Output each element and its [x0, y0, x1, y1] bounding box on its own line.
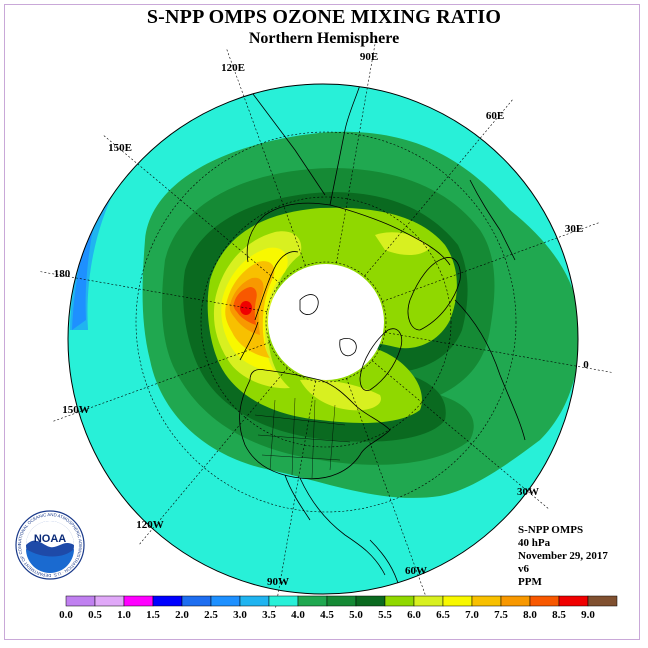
colorbar-tick-label: 6.5 — [436, 609, 450, 621]
colorbar-swatch — [384, 595, 415, 607]
info-block: S-NPP OMPS 40 hPa November 29, 2017 v6 P… — [518, 524, 608, 589]
colorbar-swatch — [94, 595, 125, 607]
longitude-label: 120E — [221, 62, 245, 74]
graticule — [135, 131, 517, 513]
colorbar-swatch — [558, 595, 589, 607]
colorbar-tick-label: 7.5 — [494, 609, 508, 621]
longitude-label: 60E — [486, 110, 504, 122]
longitude-label: 90W — [267, 576, 289, 588]
colorbar-tick-label: 3.0 — [233, 609, 247, 621]
colorbar-tick-label: 1.5 — [146, 609, 160, 621]
colorbar-tick-label: 2.5 — [204, 609, 218, 621]
ozone-field — [68, 84, 578, 594]
longitude-label: 30W — [517, 486, 539, 498]
colorbar-tick-label: 0.0 — [59, 609, 73, 621]
longitude-labels: 90E 60E 30E 0 30W 60W 90W 120W 150W 180 150E 120E — [54, 51, 590, 588]
colorbar-tick-label: 3.5 — [262, 609, 276, 621]
colorbar-tick-label: 4.5 — [320, 609, 334, 621]
colorbar-tick-label: 1.0 — [117, 609, 131, 621]
colorbar-swatch — [239, 595, 270, 607]
colorbar-tick-label: 9.0 — [581, 609, 595, 621]
colorbar-swatch — [297, 595, 328, 607]
longitude-label: 60W — [405, 565, 427, 577]
longitude-label: 30E — [565, 223, 583, 235]
colorbar-labels: 0.0 0.5 1.0 1.5 2.0 2.5 3.0 3.5 4.0 4.5 5.0 5.5 6.0 6… — [59, 609, 595, 621]
colorbar-tick-label: 8.5 — [552, 609, 566, 621]
colorbar-tick-label: 2.0 — [175, 609, 189, 621]
colorbar-swatch — [529, 595, 560, 607]
noaa-logo: NOAA NATIONAL OCEANIC AND ATMOSPHERIC AD… — [15, 510, 85, 580]
colorbar-swatch — [326, 595, 357, 607]
info-date: November 29, 2017 — [518, 550, 608, 562]
map-subtitle: Northern Hemisphere — [248, 30, 400, 47]
colorbar-swatch — [500, 595, 531, 607]
colorbar-swatch — [413, 595, 444, 607]
coastlines — [239, 84, 526, 591]
colorbar-swatch — [181, 595, 212, 607]
state-borders — [254, 397, 351, 479]
colorbar-swatch — [587, 595, 618, 607]
longitude-label: 120W — [136, 519, 164, 531]
info-level: 40 hPa — [518, 537, 551, 549]
colorbar-tick-label: 8.0 — [523, 609, 537, 621]
colorbar-swatch — [471, 595, 502, 607]
colorbar-swatch — [152, 595, 183, 607]
map-title: S-NPP OMPS OZONE MIXING RATIO — [146, 6, 502, 28]
polar-night-nodata — [268, 264, 384, 380]
map-boundary — [67, 83, 579, 595]
longitude-label: 0 — [583, 359, 589, 371]
info-version: v6 — [518, 563, 529, 575]
lat-circle-30 — [135, 131, 517, 513]
colorbar-tick-label: 5.0 — [349, 609, 363, 621]
field-2p5 — [72, 205, 98, 330]
info-instrument: S-NPP OMPS — [518, 524, 584, 536]
longitude-label: 150E — [108, 142, 132, 154]
lat-circle-50 — [200, 196, 452, 448]
colorbar-tick-label: 7.0 — [465, 609, 479, 621]
colorbar-swatch — [210, 595, 241, 607]
colorbar-tick-label: 5.5 — [378, 609, 392, 621]
logo-seagull-icon — [26, 521, 74, 548]
longitude-label: 90E — [360, 51, 378, 63]
field-6p0-b — [300, 379, 381, 411]
longitude-label: 150W — [62, 404, 90, 416]
colorbar-swatch — [123, 595, 154, 607]
colorbar-tick-label: 0.5 — [88, 609, 102, 621]
colorbar-swatch — [355, 595, 386, 607]
colorbar-swatches — [65, 595, 618, 607]
colorbar-tick-label: 4.0 — [291, 609, 305, 621]
colorbar-tick-label: 6.0 — [407, 609, 421, 621]
figure-frame — [4, 4, 640, 640]
longitude-label: 180 — [54, 268, 71, 280]
logo-text: NOAA — [34, 533, 66, 545]
lat-circle-70 — [265, 261, 387, 383]
colorbar-swatch — [268, 595, 299, 607]
field-6p0-c — [375, 232, 430, 255]
colorbar-swatch — [65, 595, 96, 607]
info-units: PPM — [518, 576, 542, 588]
colorbar-swatch — [442, 595, 473, 607]
